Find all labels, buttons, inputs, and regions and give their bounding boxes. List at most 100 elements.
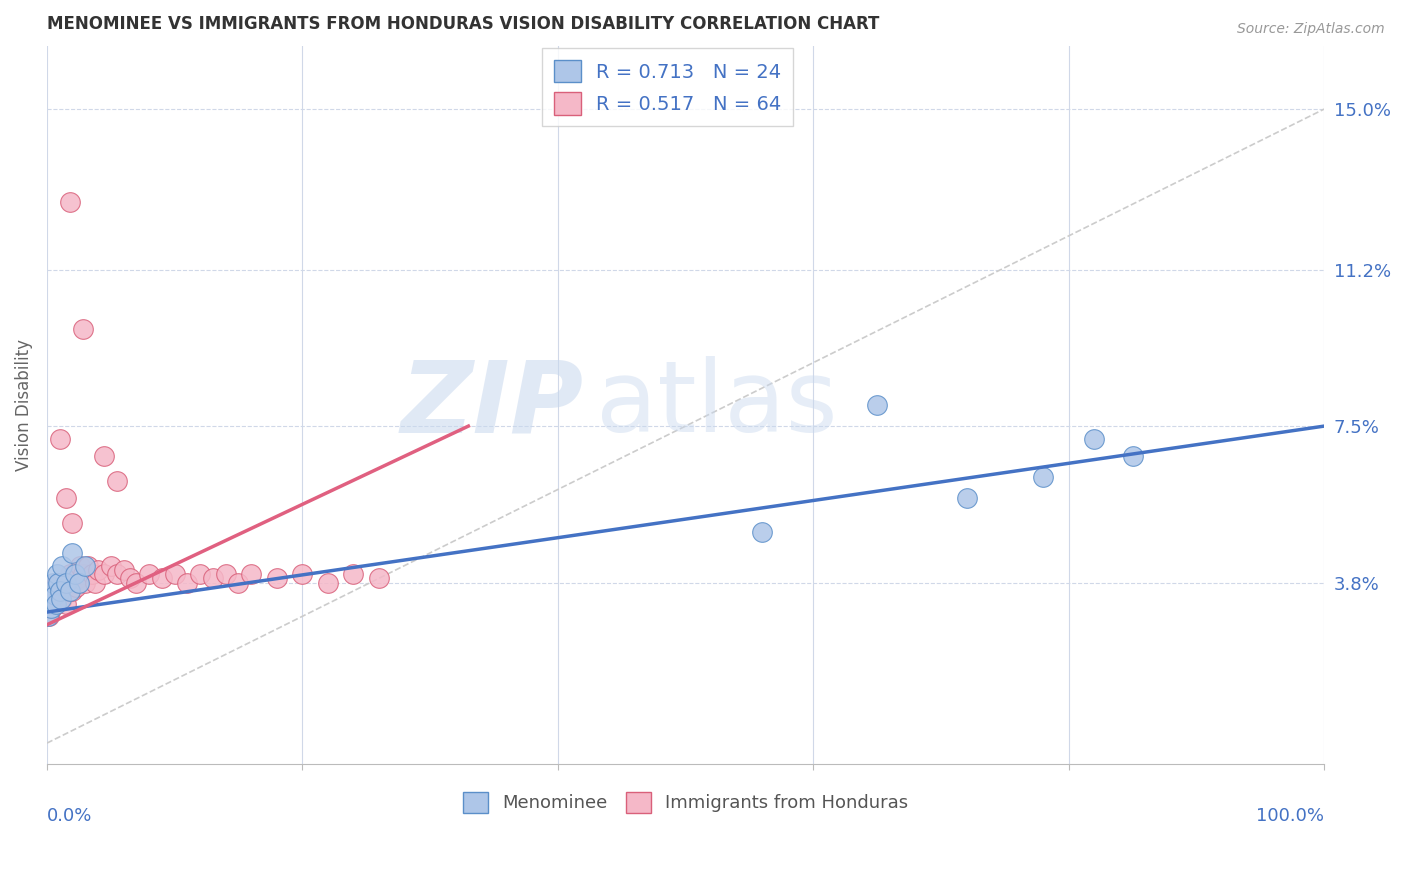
Point <box>62 567 84 582</box>
Point <box>1083 432 1105 446</box>
Point <box>49 584 72 599</box>
Point <box>188 567 211 582</box>
Point <box>72 567 94 582</box>
Point <box>75 558 97 573</box>
Point <box>42 584 65 599</box>
Point <box>63 567 86 582</box>
Text: 0.0%: 0.0% <box>46 807 93 825</box>
Point <box>48 592 70 607</box>
Point <box>38 592 60 607</box>
Text: Source: ZipAtlas.com: Source: ZipAtlas.com <box>1237 22 1385 37</box>
Point <box>69 558 91 573</box>
Point <box>60 575 83 590</box>
Point <box>112 563 135 577</box>
Point <box>46 567 69 582</box>
Point <box>39 597 62 611</box>
Point <box>53 584 76 599</box>
Point <box>87 563 110 577</box>
Legend: Menominee, Immigrants from Honduras: Menominee, Immigrants from Honduras <box>456 785 915 820</box>
Point <box>201 571 224 585</box>
Point <box>48 575 70 590</box>
Point <box>215 567 238 582</box>
Point <box>67 567 90 582</box>
Point <box>45 597 67 611</box>
Point <box>51 580 73 594</box>
Point <box>59 195 82 210</box>
Point <box>150 571 173 585</box>
Point <box>105 474 128 488</box>
Point <box>163 567 186 582</box>
Point <box>176 575 198 590</box>
Point <box>955 491 977 505</box>
Point <box>49 575 72 590</box>
Point <box>55 575 77 590</box>
Point <box>100 558 122 573</box>
Point <box>1032 470 1054 484</box>
Point <box>44 588 66 602</box>
Point <box>55 575 77 590</box>
Point <box>138 567 160 582</box>
Point <box>105 567 128 582</box>
Point <box>93 567 115 582</box>
Point <box>52 588 75 602</box>
Point <box>39 584 62 599</box>
Point <box>55 597 77 611</box>
Point <box>76 558 98 573</box>
Point <box>75 575 97 590</box>
Point <box>240 567 263 582</box>
Point <box>125 575 148 590</box>
Point <box>44 592 66 607</box>
Point <box>58 584 80 599</box>
Point <box>751 524 773 539</box>
Point <box>41 584 63 599</box>
Point <box>45 584 67 599</box>
Point <box>56 580 79 594</box>
Text: 100.0%: 100.0% <box>1256 807 1324 825</box>
Point <box>59 584 82 599</box>
Point <box>63 575 86 590</box>
Point <box>46 588 69 602</box>
Point <box>65 580 87 594</box>
Point <box>67 575 90 590</box>
Point <box>41 592 63 607</box>
Point <box>42 597 65 611</box>
Point <box>38 609 60 624</box>
Point <box>80 567 103 582</box>
Text: ZIP: ZIP <box>401 357 583 453</box>
Point <box>37 609 59 624</box>
Point <box>48 588 70 602</box>
Point <box>51 558 73 573</box>
Point <box>316 575 339 590</box>
Point <box>1122 449 1144 463</box>
Point <box>55 491 77 505</box>
Point <box>72 322 94 336</box>
Point <box>41 600 63 615</box>
Point <box>62 516 84 531</box>
Point <box>342 567 364 582</box>
Point <box>38 588 60 602</box>
Point <box>48 580 70 594</box>
Point <box>62 584 84 599</box>
Y-axis label: Vision Disability: Vision Disability <box>15 339 32 471</box>
Point <box>51 592 73 607</box>
Point <box>59 567 82 582</box>
Point <box>42 575 65 590</box>
Point <box>39 600 62 615</box>
Text: atlas: atlas <box>596 357 838 453</box>
Point <box>45 597 67 611</box>
Point <box>66 571 89 585</box>
Point <box>37 600 59 615</box>
Point <box>49 592 72 607</box>
Point <box>866 398 889 412</box>
Point <box>48 432 70 446</box>
Text: MENOMINEE VS IMMIGRANTS FROM HONDURAS VISION DISABILITY CORRELATION CHART: MENOMINEE VS IMMIGRANTS FROM HONDURAS VI… <box>46 15 879 33</box>
Point <box>228 575 250 590</box>
Point <box>48 584 70 599</box>
Point <box>291 567 314 582</box>
Point <box>266 571 288 585</box>
Point <box>44 588 66 602</box>
Point <box>368 571 391 585</box>
Point <box>93 449 115 463</box>
Point <box>48 584 70 599</box>
Point <box>62 546 84 560</box>
